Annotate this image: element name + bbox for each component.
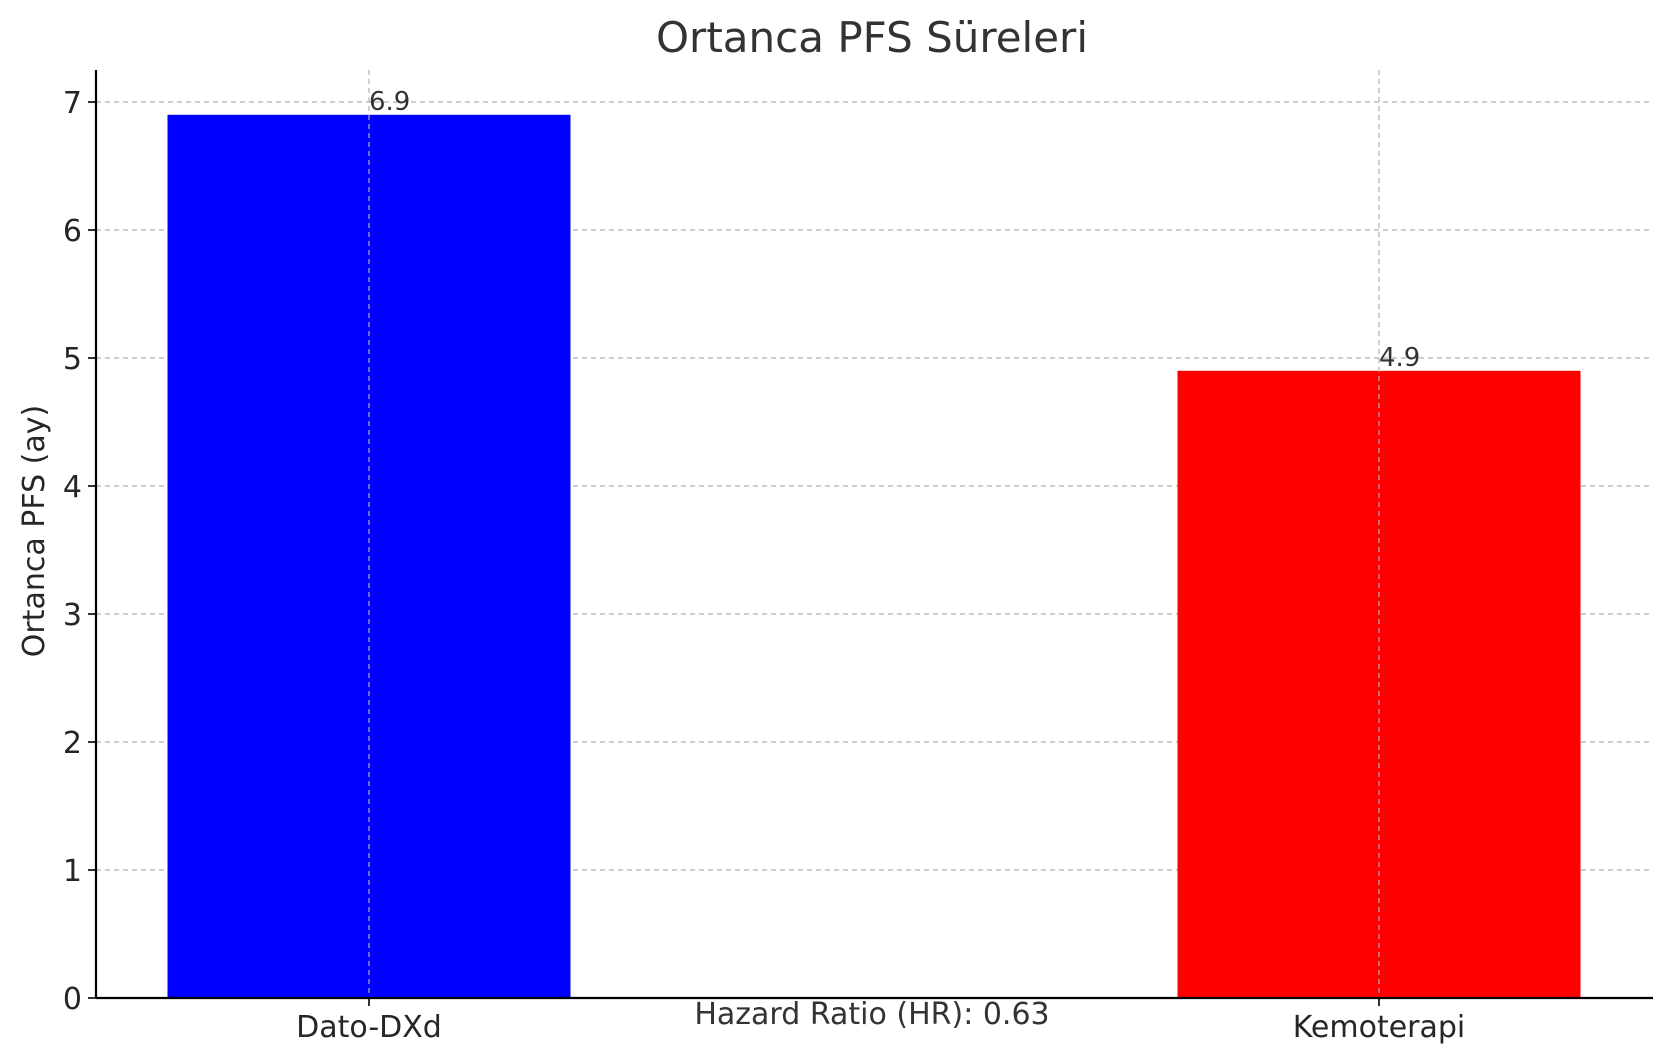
y-tick-label: 3 bbox=[63, 598, 82, 633]
y-tick-label: 2 bbox=[63, 726, 82, 761]
y-tick-label: 0 bbox=[63, 982, 82, 1017]
bars bbox=[167, 70, 1581, 999]
x-tick-label: Kemoterapi bbox=[1293, 1010, 1466, 1045]
y-tick-label: 1 bbox=[63, 854, 82, 889]
y-ticks: 0 1 2 3 4 5 6 7 bbox=[63, 86, 96, 1017]
y-tick-label: 7 bbox=[63, 86, 82, 121]
y-tick-label: 5 bbox=[63, 342, 82, 377]
x-tick-label: Dato-DXd bbox=[296, 1010, 442, 1045]
x-ticks: Dato-DXd Kemoterapi bbox=[296, 998, 1465, 1045]
data-label: 6.9 bbox=[369, 87, 410, 117]
data-labels: 6.9 4.9 bbox=[369, 87, 1420, 373]
y-tick-label: 4 bbox=[63, 470, 82, 505]
data-label: 4.9 bbox=[1379, 343, 1420, 373]
chart-title: Ortanca PFS Süreleri bbox=[656, 13, 1088, 62]
axes bbox=[94, 70, 1653, 1000]
y-tick-label: 6 bbox=[63, 214, 82, 249]
hazard-ratio-annotation: Hazard Ratio (HR): 0.63 bbox=[694, 997, 1049, 1032]
y-axis-label: Ortanca PFS (ay) bbox=[17, 405, 52, 657]
